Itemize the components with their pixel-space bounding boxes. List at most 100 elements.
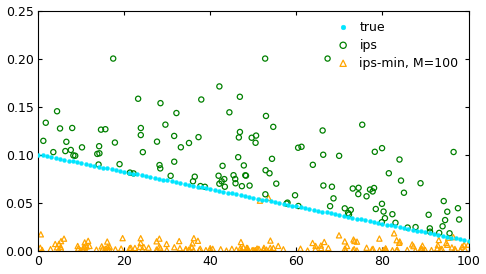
ips: [156, 166, 164, 171]
true: [39, 153, 47, 158]
ips: [326, 204, 334, 208]
ips-min, M=100: [202, 248, 210, 252]
ips-min, M=100: [443, 242, 451, 247]
ips: [194, 135, 202, 139]
true: [48, 155, 55, 159]
ips-min, M=100: [189, 241, 196, 246]
ips-min, M=100: [237, 240, 245, 244]
ips-min, M=100: [98, 244, 105, 249]
ips: [252, 133, 260, 138]
ips-min, M=100: [182, 248, 190, 252]
ips-min, M=100: [156, 246, 164, 250]
true: [254, 196, 261, 201]
ips-min, M=100: [55, 242, 63, 246]
ips: [369, 189, 377, 194]
ips: [185, 141, 193, 145]
ips: [261, 56, 269, 61]
ips: [344, 211, 352, 215]
true: [211, 188, 219, 192]
ips: [266, 171, 274, 175]
ips: [330, 196, 337, 201]
ips: [218, 179, 226, 184]
true: [198, 185, 206, 190]
ips: [196, 184, 204, 188]
ips-min, M=100: [255, 247, 263, 251]
true: [69, 159, 77, 164]
true: [362, 218, 369, 222]
ips-min, M=100: [296, 246, 304, 251]
ips-min, M=100: [417, 247, 425, 251]
ips-min, M=100: [163, 242, 171, 246]
ips-min, M=100: [403, 248, 411, 252]
ips: [170, 159, 178, 164]
ips: [378, 202, 386, 206]
ips-min, M=100: [388, 248, 396, 252]
ips-min, M=100: [393, 248, 400, 252]
ips: [39, 139, 47, 143]
ips-min, M=100: [312, 247, 319, 251]
ips: [242, 173, 249, 178]
ips-min, M=100: [418, 247, 426, 251]
ips: [95, 144, 103, 149]
true: [374, 221, 382, 225]
ips: [248, 136, 256, 140]
ips-min, M=100: [451, 247, 459, 251]
ips-min, M=100: [442, 241, 450, 245]
ips-min, M=100: [83, 244, 90, 249]
ips-min, M=100: [438, 247, 446, 251]
ips: [96, 151, 104, 155]
ips-min, M=100: [175, 239, 183, 243]
true: [129, 172, 137, 176]
ips: [324, 56, 331, 61]
true: [314, 209, 322, 213]
true: [202, 186, 210, 190]
ips: [93, 152, 101, 156]
true: [392, 224, 399, 229]
true: [271, 200, 279, 204]
true: [323, 210, 330, 215]
ips: [347, 208, 355, 212]
true: [306, 207, 313, 211]
ips-min, M=100: [349, 237, 357, 242]
ips-min, M=100: [80, 244, 88, 249]
ips-min, M=100: [217, 247, 225, 252]
ips: [71, 153, 79, 158]
ips-min, M=100: [102, 247, 109, 251]
ips: [170, 134, 178, 138]
ips-min, M=100: [55, 247, 63, 252]
ips: [381, 216, 389, 220]
ips: [235, 135, 243, 140]
ips: [109, 56, 117, 61]
ips: [156, 101, 164, 105]
true: [340, 214, 347, 218]
ips: [397, 178, 405, 183]
ips-min, M=100: [460, 243, 468, 247]
ips: [173, 111, 180, 115]
true: [104, 166, 111, 171]
ips-min, M=100: [260, 246, 268, 250]
true: [207, 187, 214, 191]
true: [232, 192, 240, 196]
ips-min, M=100: [207, 246, 214, 250]
ips-min, M=100: [243, 246, 251, 250]
true: [387, 223, 395, 228]
ips-min, M=100: [156, 244, 163, 249]
true: [400, 226, 408, 230]
ips: [261, 192, 269, 196]
ips-min, M=100: [117, 246, 125, 251]
true: [336, 213, 344, 217]
ips-min, M=100: [394, 247, 401, 252]
ips: [388, 212, 396, 216]
true: [250, 196, 258, 200]
ips: [284, 201, 292, 205]
true: [78, 161, 86, 165]
ips-min, M=100: [279, 247, 287, 252]
ips: [63, 140, 70, 144]
true: [267, 199, 275, 203]
ips-min, M=100: [182, 247, 190, 251]
ips: [215, 173, 223, 178]
ips: [61, 149, 69, 153]
ips-min, M=100: [341, 247, 348, 251]
ips-min, M=100: [232, 247, 240, 252]
ips: [153, 139, 161, 144]
